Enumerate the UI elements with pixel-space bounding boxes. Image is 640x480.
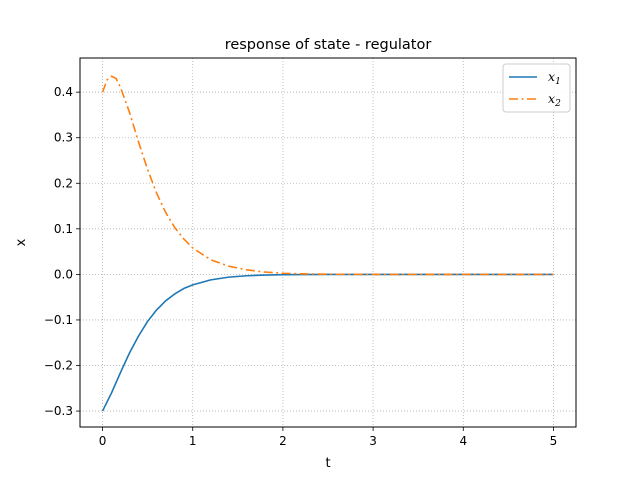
legend-label: x1 — [548, 69, 561, 87]
legend-label-main: x — [548, 91, 555, 106]
y-tick-label: −0.2 — [44, 359, 73, 373]
y-tick-label: −0.3 — [44, 404, 73, 418]
chart-title: response of state - regulator — [225, 37, 432, 53]
x-axis-title: t — [325, 456, 330, 471]
series-line-x1 — [101, 273, 554, 412]
legend-label-subscript: 1 — [555, 77, 561, 87]
plot-frame — [79, 57, 577, 428]
tick-layer: 0 1 2 3 4 5 −0.3 −0.2 −0.1 0.0 0.1 0.2 0.3 0.4 — [44, 85, 557, 448]
y-tick-label: 0.3 — [54, 131, 73, 145]
legend-label-subscript: 2 — [554, 99, 561, 109]
y-tick-label: 0.4 — [54, 85, 73, 99]
series-line-x2 — [101, 75, 554, 276]
legend-label-main: x — [548, 69, 555, 84]
y-tick-label: 0.2 — [54, 176, 73, 190]
x-tick-label: 0 — [99, 434, 107, 448]
y-tick-label: 0.1 — [54, 222, 73, 236]
x-tick-label: 2 — [279, 434, 287, 448]
y-tick-label: −0.1 — [44, 313, 73, 327]
x-tick-label: 3 — [369, 434, 377, 448]
legend-box — [502, 63, 571, 113]
y-axis-title: x — [14, 238, 29, 246]
x-tick-label: 1 — [189, 434, 197, 448]
series-layer — [101, 75, 554, 412]
y-tick-label: 0.0 — [54, 267, 73, 281]
legend-label: x2 — [548, 91, 561, 109]
x-tick-label: 5 — [550, 434, 558, 448]
x-tick-label: 4 — [459, 434, 467, 448]
